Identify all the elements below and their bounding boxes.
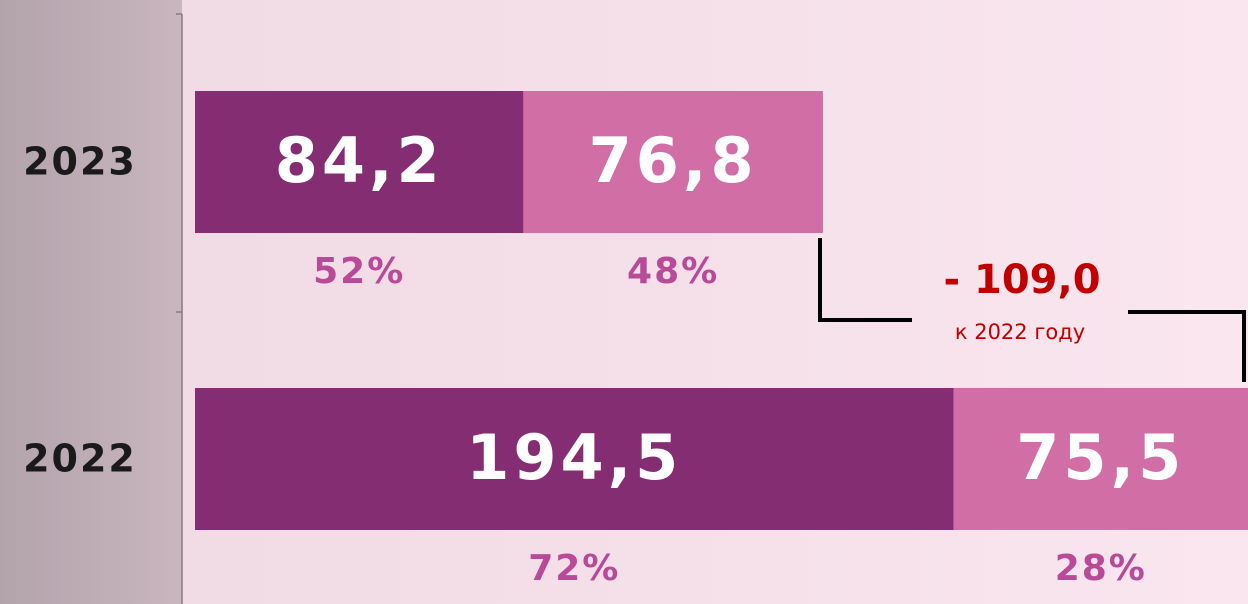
axis [176, 13, 183, 604]
bar-segment [195, 91, 524, 233]
bracket-right [1128, 310, 1246, 382]
side-panel [0, 0, 182, 604]
value-label: 76,8 [589, 124, 758, 197]
value-label: 194,5 [466, 421, 682, 494]
category-label: 2022 [23, 437, 137, 481]
bar-segment [523, 91, 823, 233]
annotation-value: - 109,0 [943, 257, 1100, 303]
bracket-left [818, 238, 912, 322]
value-label: 75,5 [1016, 421, 1185, 494]
bar-segment [195, 388, 954, 530]
value-label: 84,2 [275, 124, 444, 197]
annotation-text: к 2022 году [955, 320, 1085, 344]
share-label: 72% [528, 548, 620, 589]
share-label: 52% [313, 251, 405, 292]
category-label: 2023 [23, 140, 137, 184]
bar-segment [953, 388, 1248, 530]
share-label: 28% [1055, 548, 1147, 589]
bracket [818, 238, 1246, 382]
share-label: 48% [627, 251, 719, 292]
